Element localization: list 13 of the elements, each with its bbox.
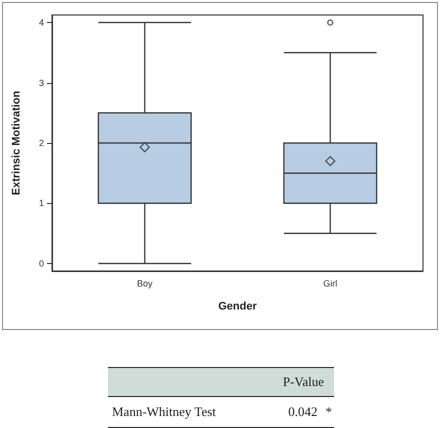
x-axis-title: Gender [218,300,258,312]
x-tick-label: Girl [323,278,338,288]
text: 0.042 [288,404,318,420]
text: Mann-Whitney Test [112,404,217,420]
y-tick-label: 4 [38,18,44,28]
y-tick-label: 0 [38,258,44,268]
x-tick-label: Boy [136,278,153,288]
y-tick-label: 2 [38,138,44,148]
y-tick-label: 3 [38,78,44,88]
text: * [326,404,332,420]
y-axis-title: Extrinsic Motivation [10,90,22,196]
y-tick-label: 1 [38,198,44,208]
text: P-Value [282,374,324,390]
